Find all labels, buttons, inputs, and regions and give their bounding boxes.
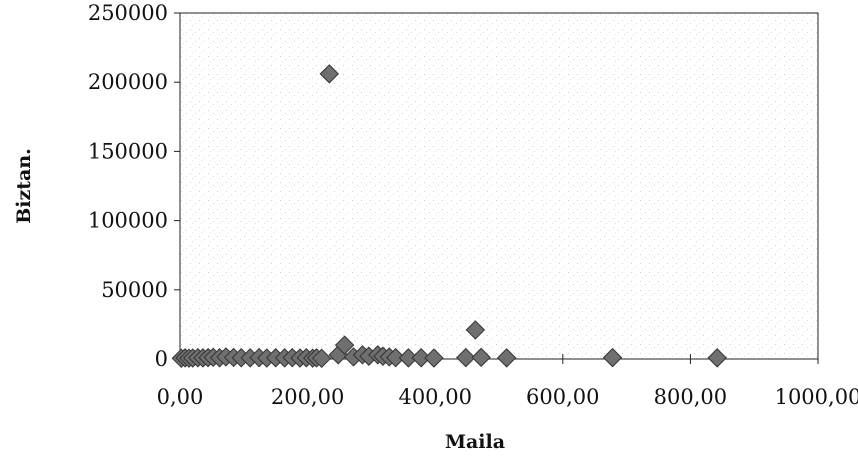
- data-point: [602, 347, 623, 368]
- axes: 0 50000 100000 150000 200000 250000 0,00 200,00…: [88, 1, 858, 409]
- data-point: [311, 348, 332, 369]
- data-point: [424, 348, 444, 368]
- y-tick-label: 250000: [88, 1, 168, 25]
- data-point: [496, 348, 517, 368]
- data-point: [319, 64, 339, 84]
- y-tick-label: 150000: [88, 139, 168, 163]
- y-tick-label: 200000: [88, 70, 168, 94]
- x-tick-label: 1000,00: [775, 385, 858, 409]
- plot-area-texture: [180, 13, 818, 359]
- data-points: [171, 64, 727, 369]
- x-tick-label: 0,00: [157, 385, 204, 409]
- data-point: [465, 320, 486, 340]
- data-point: [334, 335, 355, 355]
- y-tick-label: 100000: [88, 209, 168, 233]
- x-tick-label: 600,00: [526, 385, 599, 409]
- y-tick-label: 50000: [101, 278, 168, 302]
- data-point: [707, 348, 727, 368]
- x-tick-label: 400,00: [398, 385, 471, 409]
- data-point: [385, 347, 406, 368]
- x-tick-label: 200,00: [271, 385, 344, 409]
- x-axis-title: Maila: [445, 431, 505, 453]
- data-point: [456, 347, 476, 368]
- x-tick-label: 800,00: [654, 385, 727, 409]
- y-tick-label: 0: [155, 347, 168, 371]
- y-axis-title: Biztan.: [13, 148, 35, 224]
- data-point: [411, 348, 431, 368]
- data-point: [471, 347, 491, 368]
